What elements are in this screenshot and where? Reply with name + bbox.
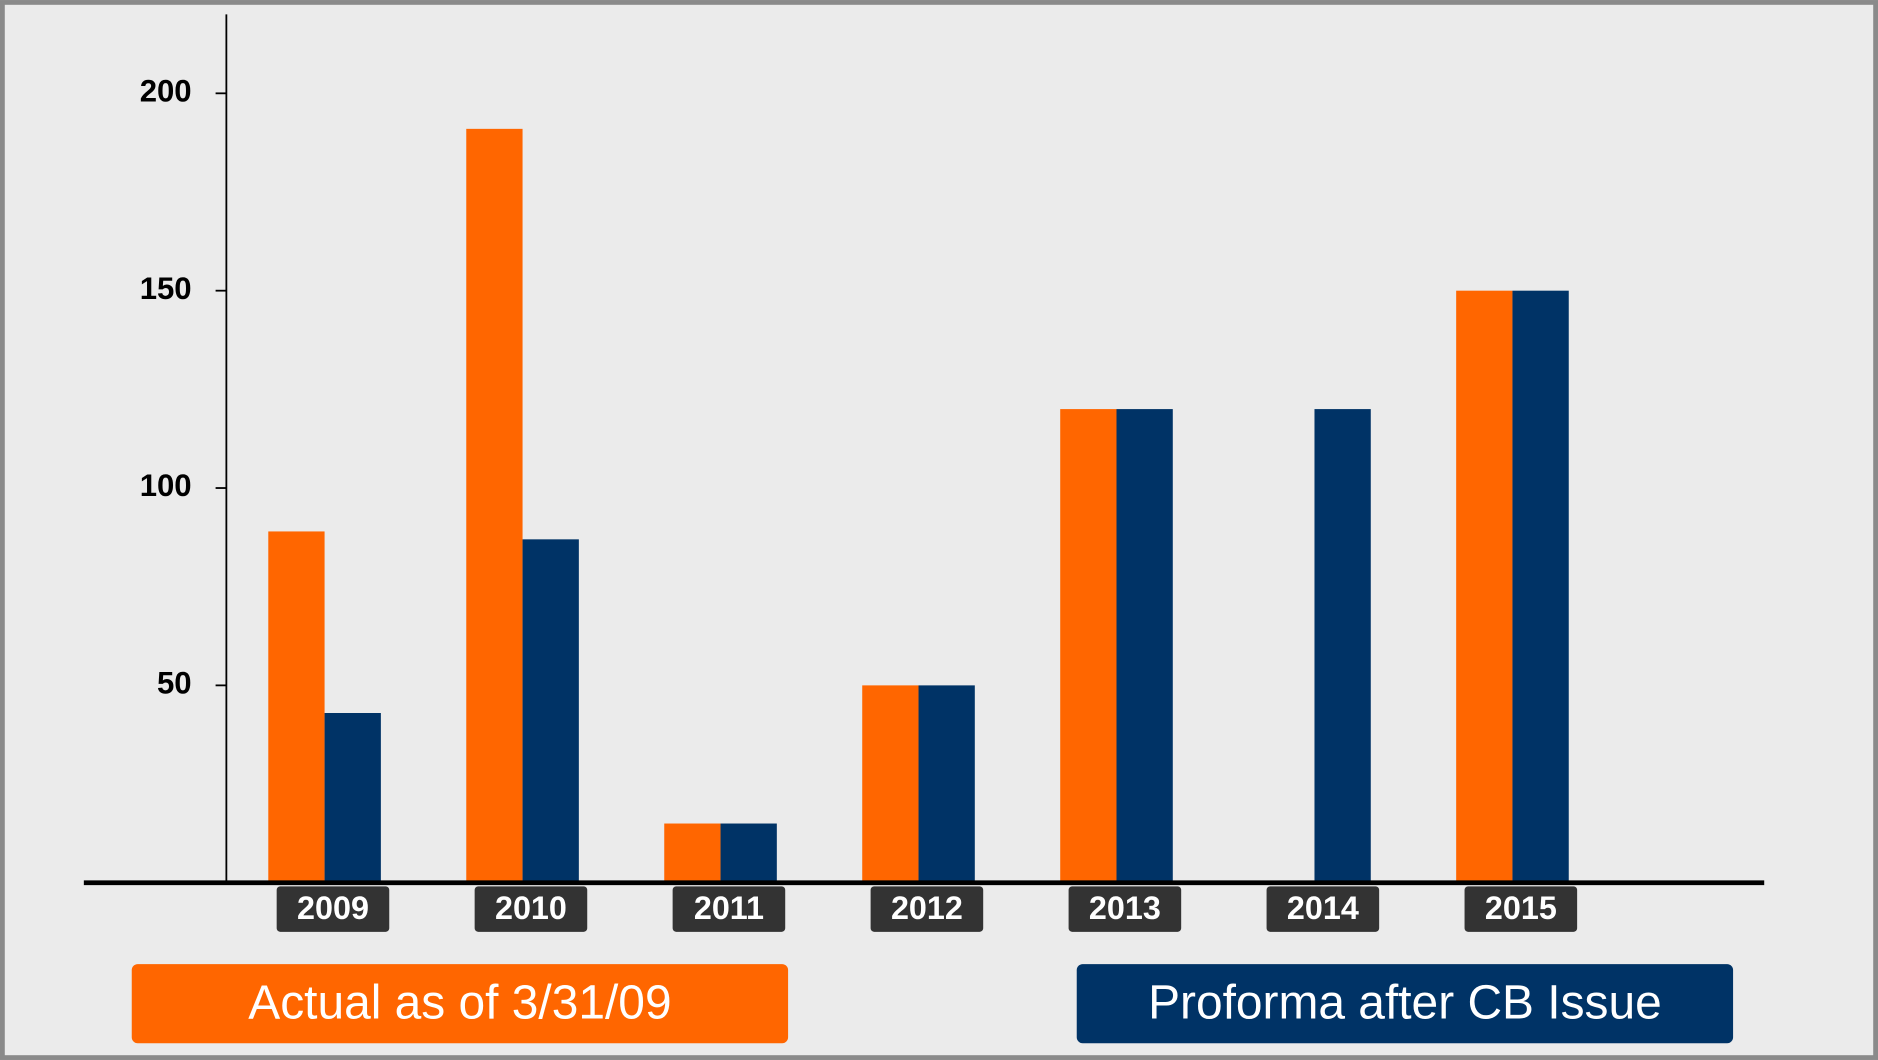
category-box	[1464, 886, 1578, 932]
bar	[1060, 409, 1117, 883]
category-box	[870, 886, 984, 932]
category-box	[672, 886, 786, 932]
bar	[918, 685, 975, 883]
x-tick-label: 2014	[1287, 890, 1359, 926]
bar	[1512, 290, 1569, 883]
category-box	[1068, 886, 1182, 932]
category-box	[1266, 886, 1380, 932]
legend-label: Actual as of 3/31/09	[248, 977, 671, 1030]
x-tick-label: 2015	[1485, 890, 1557, 926]
bar	[664, 823, 721, 883]
bar	[268, 531, 325, 883]
y-tick-label: 100	[140, 468, 192, 503]
x-tick-label: 2012	[891, 890, 963, 926]
bar	[720, 823, 777, 883]
bar	[862, 685, 919, 883]
x-tick-label: 2010	[495, 890, 567, 926]
legend-label: Proforma after CB Issue	[1148, 977, 1662, 1030]
category-box	[276, 886, 390, 932]
bar	[1116, 409, 1173, 883]
bar	[324, 713, 381, 883]
category-box	[474, 886, 588, 932]
legend-box	[1076, 964, 1734, 1044]
x-tick-label: 2013	[1089, 890, 1161, 926]
y-tick-label: 200	[140, 74, 192, 109]
y-tick-label: 150	[140, 271, 192, 306]
legend-box	[131, 964, 789, 1044]
x-tick-label: 2011	[694, 890, 764, 926]
x-tick-label: 2009	[297, 890, 369, 926]
y-tick-label: 50	[157, 666, 192, 701]
bar	[1456, 290, 1513, 883]
bar	[1314, 409, 1371, 883]
bar	[522, 539, 579, 883]
bar	[466, 128, 523, 883]
